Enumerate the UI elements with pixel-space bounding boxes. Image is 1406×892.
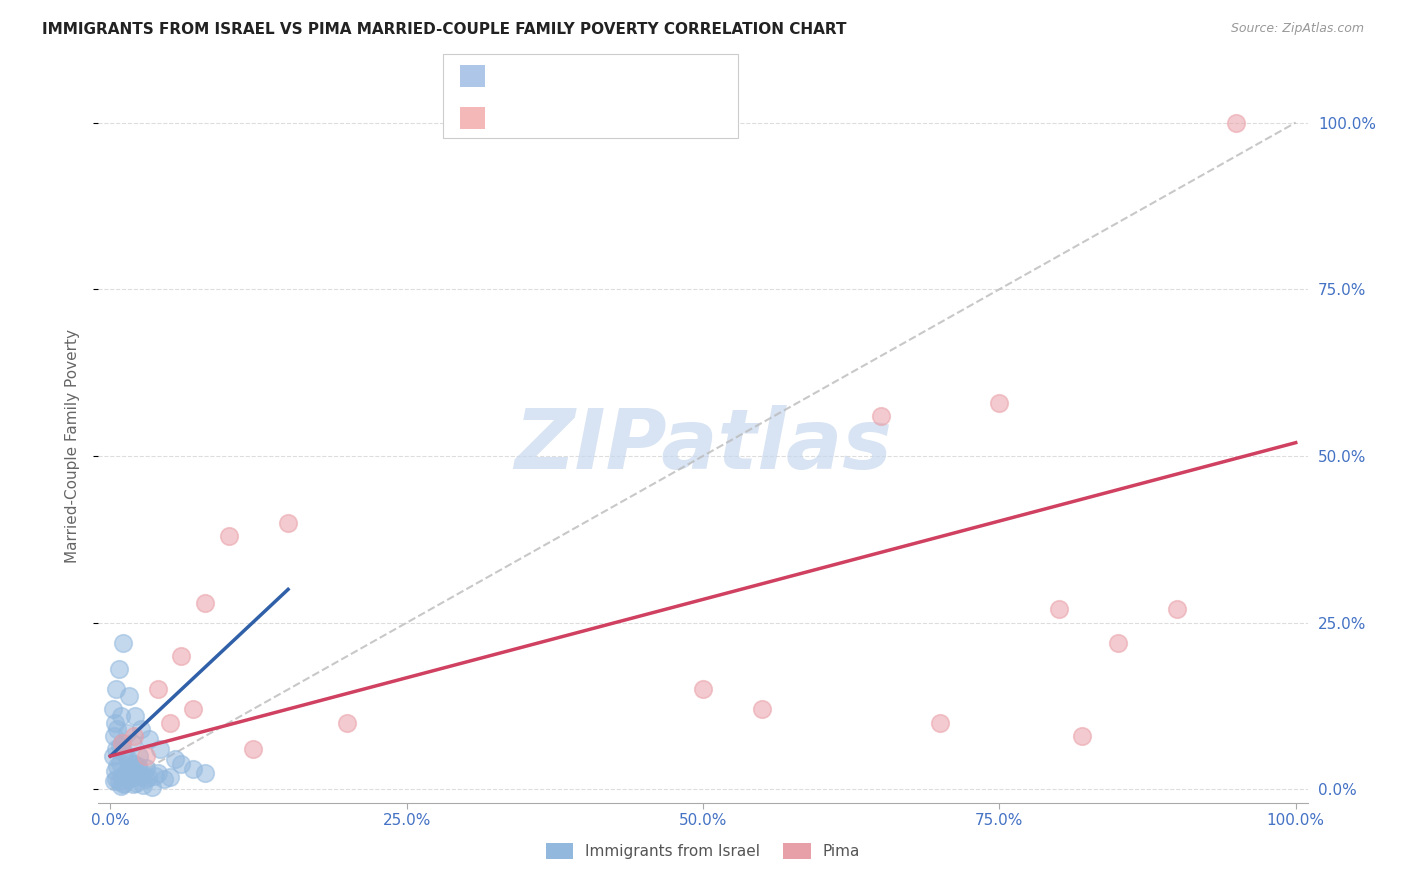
Point [101, 702, 124, 716]
Text: IMMIGRANTS FROM ISRAEL VS PIMA MARRIED-COUPLE FAMILY POVERTY CORRELATION CHART: IMMIGRANTS FROM ISRAEL VS PIMA MARRIED-C… [42, 22, 846, 37]
Point [111, 769, 134, 783]
Point [132, 779, 155, 793]
Point [929, 715, 952, 730]
Point [1225, 115, 1247, 129]
Point [146, 682, 169, 697]
Text: ZIPatlas: ZIPatlas [515, 406, 891, 486]
Point [111, 736, 134, 750]
Text: R = 0.632   N = 22: R = 0.632 N = 22 [494, 100, 664, 118]
Text: Source: ZipAtlas.com: Source: ZipAtlas.com [1230, 22, 1364, 36]
Point [138, 732, 160, 747]
Point [105, 682, 128, 697]
Point [114, 768, 136, 782]
Point [194, 765, 217, 780]
Text: R = 0.358   N = 58: R = 0.358 N = 58 [494, 66, 664, 84]
Point [114, 746, 136, 760]
Point [181, 763, 204, 777]
Point [194, 596, 217, 610]
Point [336, 715, 359, 730]
Point [143, 769, 166, 783]
Point [124, 709, 146, 723]
Point [129, 723, 152, 737]
Point [115, 725, 138, 739]
Point [135, 761, 157, 775]
Point [1107, 636, 1129, 650]
Point [121, 736, 143, 750]
Point [110, 779, 132, 793]
Point [242, 742, 264, 756]
Point [105, 742, 128, 756]
Point [112, 636, 135, 650]
Point [170, 757, 193, 772]
Point [692, 682, 714, 697]
Point [107, 662, 129, 676]
Point [1166, 602, 1188, 616]
Point [104, 764, 127, 778]
Point [101, 749, 124, 764]
Point [136, 771, 159, 785]
Point [103, 729, 125, 743]
Point [122, 757, 145, 772]
Point [117, 752, 139, 766]
Point [112, 777, 135, 791]
Point [117, 763, 139, 777]
Point [277, 516, 299, 530]
Point [135, 749, 157, 764]
Point [121, 765, 143, 780]
Point [105, 723, 128, 737]
Point [104, 715, 127, 730]
Point [170, 649, 193, 664]
Point [105, 772, 128, 787]
Point [129, 769, 152, 783]
Point [121, 777, 143, 791]
Point [159, 715, 181, 730]
Point [218, 529, 240, 543]
Point [114, 776, 136, 790]
Point [146, 765, 169, 780]
Point [149, 742, 172, 756]
Point [120, 756, 142, 770]
Point [141, 780, 163, 794]
Point [131, 768, 153, 782]
Point [111, 736, 134, 750]
Point [105, 759, 128, 773]
Point [1047, 602, 1070, 616]
Point [110, 709, 132, 723]
Point [988, 395, 1011, 409]
Point [152, 772, 174, 787]
Point [135, 772, 157, 787]
Point [181, 702, 204, 716]
Point [118, 772, 141, 787]
Point [127, 759, 149, 773]
Point [107, 774, 129, 789]
Point [125, 776, 148, 790]
Point [108, 756, 131, 770]
Point [108, 739, 131, 753]
Point [103, 774, 125, 789]
Point [165, 752, 187, 766]
Point [751, 702, 773, 716]
Point [1071, 729, 1094, 743]
Point [129, 764, 152, 778]
Point [128, 749, 150, 764]
Point [122, 771, 145, 785]
Point [159, 771, 181, 785]
Point [118, 689, 141, 703]
Y-axis label: Married-Couple Family Poverty: Married-Couple Family Poverty [65, 329, 80, 563]
Legend: Immigrants from Israel, Pima: Immigrants from Israel, Pima [538, 835, 868, 866]
Point [869, 409, 891, 423]
Point [122, 729, 145, 743]
